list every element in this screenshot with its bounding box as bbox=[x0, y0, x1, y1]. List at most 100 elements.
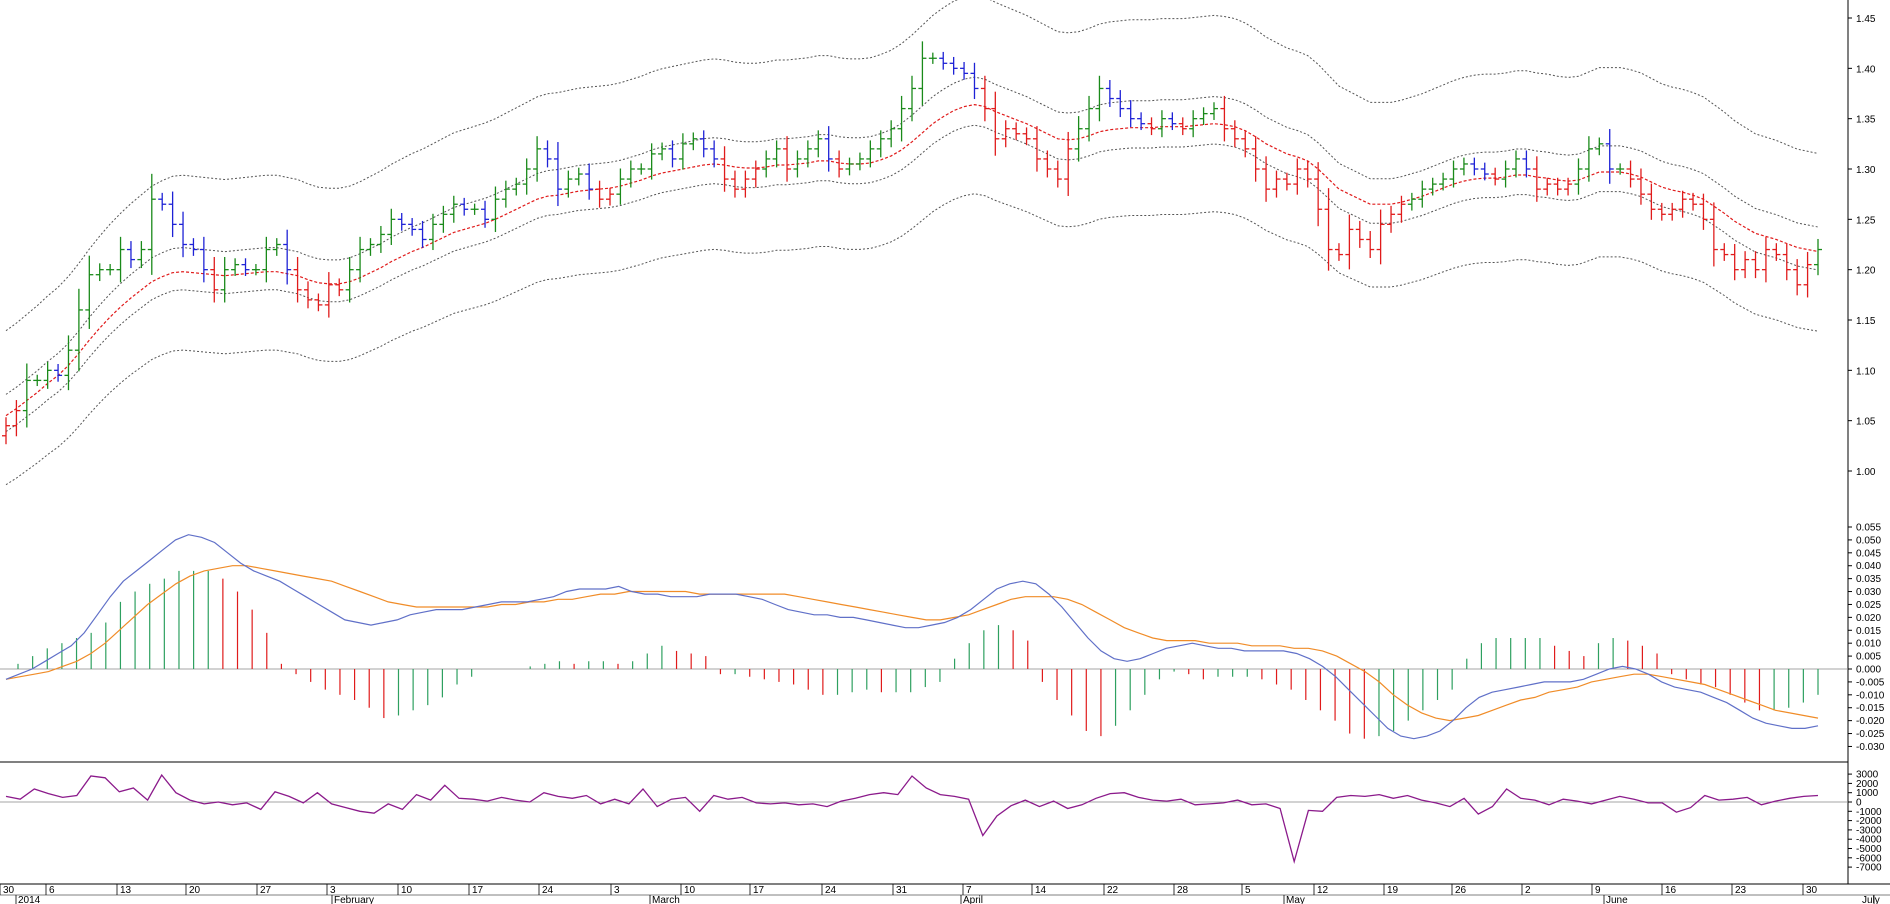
macd-tick-label: -0.010 bbox=[1856, 690, 1885, 701]
price-bar bbox=[626, 160, 635, 188]
price-bar bbox=[814, 130, 823, 158]
price-bar bbox=[314, 293, 323, 312]
price-bar bbox=[1553, 177, 1562, 196]
price-bar bbox=[1314, 162, 1323, 227]
price-bar bbox=[1105, 80, 1114, 107]
price-bar bbox=[678, 133, 687, 170]
price-bar bbox=[1282, 172, 1291, 191]
price-bar bbox=[1720, 243, 1729, 261]
price-bar bbox=[710, 140, 719, 168]
macd-tick-label: 0.045 bbox=[1856, 548, 1881, 559]
price-bar bbox=[533, 136, 542, 182]
week-tick-label: 16 bbox=[1665, 885, 1677, 896]
price-tick-label: 1.25 bbox=[1856, 215, 1876, 226]
price-bar bbox=[887, 120, 896, 148]
osc-tick-label: -1000 bbox=[1856, 807, 1882, 818]
price-bar bbox=[168, 191, 177, 238]
price-bar bbox=[855, 152, 864, 171]
price-bar bbox=[210, 256, 219, 303]
price-bar bbox=[1741, 251, 1750, 279]
price-bar bbox=[1001, 120, 1010, 148]
week-tick-label: 31 bbox=[896, 885, 908, 896]
macd-tick-label: -0.025 bbox=[1856, 729, 1885, 740]
macd-signal-line bbox=[5, 565, 1819, 722]
week-tick-label: 30 bbox=[3, 885, 15, 896]
moving-average-line bbox=[5, 103, 1819, 417]
price-tick-label: 1.00 bbox=[1856, 467, 1876, 478]
macd-tick-label: 0.040 bbox=[1856, 561, 1881, 572]
inner-lower-band bbox=[5, 124, 1819, 433]
price-bar bbox=[1022, 127, 1031, 146]
price-bar bbox=[595, 180, 604, 208]
price-bar bbox=[720, 146, 729, 192]
price-bar bbox=[658, 142, 667, 161]
price-bar bbox=[335, 278, 344, 297]
price-bar bbox=[126, 241, 135, 269]
price-bar bbox=[1564, 177, 1573, 196]
price-bar bbox=[345, 256, 354, 303]
price-bar bbox=[1189, 110, 1198, 138]
price-bar bbox=[668, 140, 677, 168]
price-bar bbox=[1012, 122, 1021, 141]
week-tick-label: 27 bbox=[260, 885, 272, 896]
price-bar bbox=[1730, 243, 1739, 281]
price-bar bbox=[137, 241, 146, 269]
price-bar bbox=[12, 400, 21, 437]
macd-tick-label: -0.030 bbox=[1856, 742, 1885, 753]
outer-upper-band bbox=[5, 0, 1819, 332]
week-tick-label: 19 bbox=[1387, 885, 1399, 896]
month-tick-label: May bbox=[1286, 895, 1305, 904]
price-bar bbox=[95, 263, 104, 282]
week-tick-label: 10 bbox=[401, 885, 413, 896]
price-bar bbox=[1501, 160, 1510, 188]
price-bar bbox=[179, 211, 188, 258]
price-tick-label: 1.10 bbox=[1856, 366, 1876, 377]
price-bar bbox=[960, 61, 969, 80]
price-bar bbox=[845, 157, 854, 176]
price-bar bbox=[1230, 120, 1239, 148]
week-tick-label: 30 bbox=[1806, 885, 1818, 896]
price-bar bbox=[928, 52, 937, 64]
week-tick-label: 2 bbox=[1525, 885, 1531, 896]
week-tick-label: 20 bbox=[189, 885, 201, 896]
osc-tick-label: 1000 bbox=[1856, 788, 1879, 799]
price-bar bbox=[2, 417, 10, 445]
price-bar bbox=[866, 140, 875, 168]
price-bar bbox=[449, 195, 458, 223]
price-bar bbox=[616, 168, 625, 205]
price-bar bbox=[408, 218, 417, 236]
price-bar bbox=[116, 236, 125, 283]
osc-tick-label: -4000 bbox=[1856, 835, 1882, 846]
week-tick-label: 24 bbox=[825, 885, 837, 896]
price-bar bbox=[512, 177, 521, 196]
price-bar bbox=[585, 163, 594, 200]
price-bar bbox=[751, 160, 760, 188]
osc-tick-label: -2000 bbox=[1856, 816, 1882, 827]
price-bar bbox=[1387, 205, 1396, 233]
price-bar bbox=[1449, 160, 1458, 188]
price-bar bbox=[1678, 190, 1687, 218]
price-bar bbox=[939, 51, 948, 70]
macd-tick-label: 0.000 bbox=[1856, 665, 1881, 676]
price-bar bbox=[824, 126, 833, 172]
price-bar bbox=[1043, 150, 1052, 178]
month-tick-label: July bbox=[1862, 895, 1880, 904]
price-bar bbox=[1418, 180, 1427, 208]
price-bar bbox=[1636, 168, 1645, 205]
price-tick-label: 1.15 bbox=[1856, 316, 1876, 327]
week-tick-label: 14 bbox=[1035, 885, 1047, 896]
price-bar bbox=[366, 238, 375, 256]
week-tick-label: 5 bbox=[1245, 885, 1251, 896]
price-bar bbox=[1699, 193, 1708, 230]
price-bar bbox=[949, 56, 958, 75]
osc-tick-label: -3000 bbox=[1856, 825, 1882, 836]
price-bar bbox=[1334, 243, 1343, 261]
price-bar bbox=[189, 238, 198, 256]
price-bar bbox=[762, 150, 771, 178]
price-bar bbox=[908, 75, 916, 122]
week-tick-label: 12 bbox=[1317, 885, 1329, 896]
price-bar bbox=[376, 225, 385, 253]
price-bar bbox=[1751, 251, 1760, 279]
price-bar bbox=[304, 281, 312, 309]
price-bar bbox=[460, 197, 469, 216]
